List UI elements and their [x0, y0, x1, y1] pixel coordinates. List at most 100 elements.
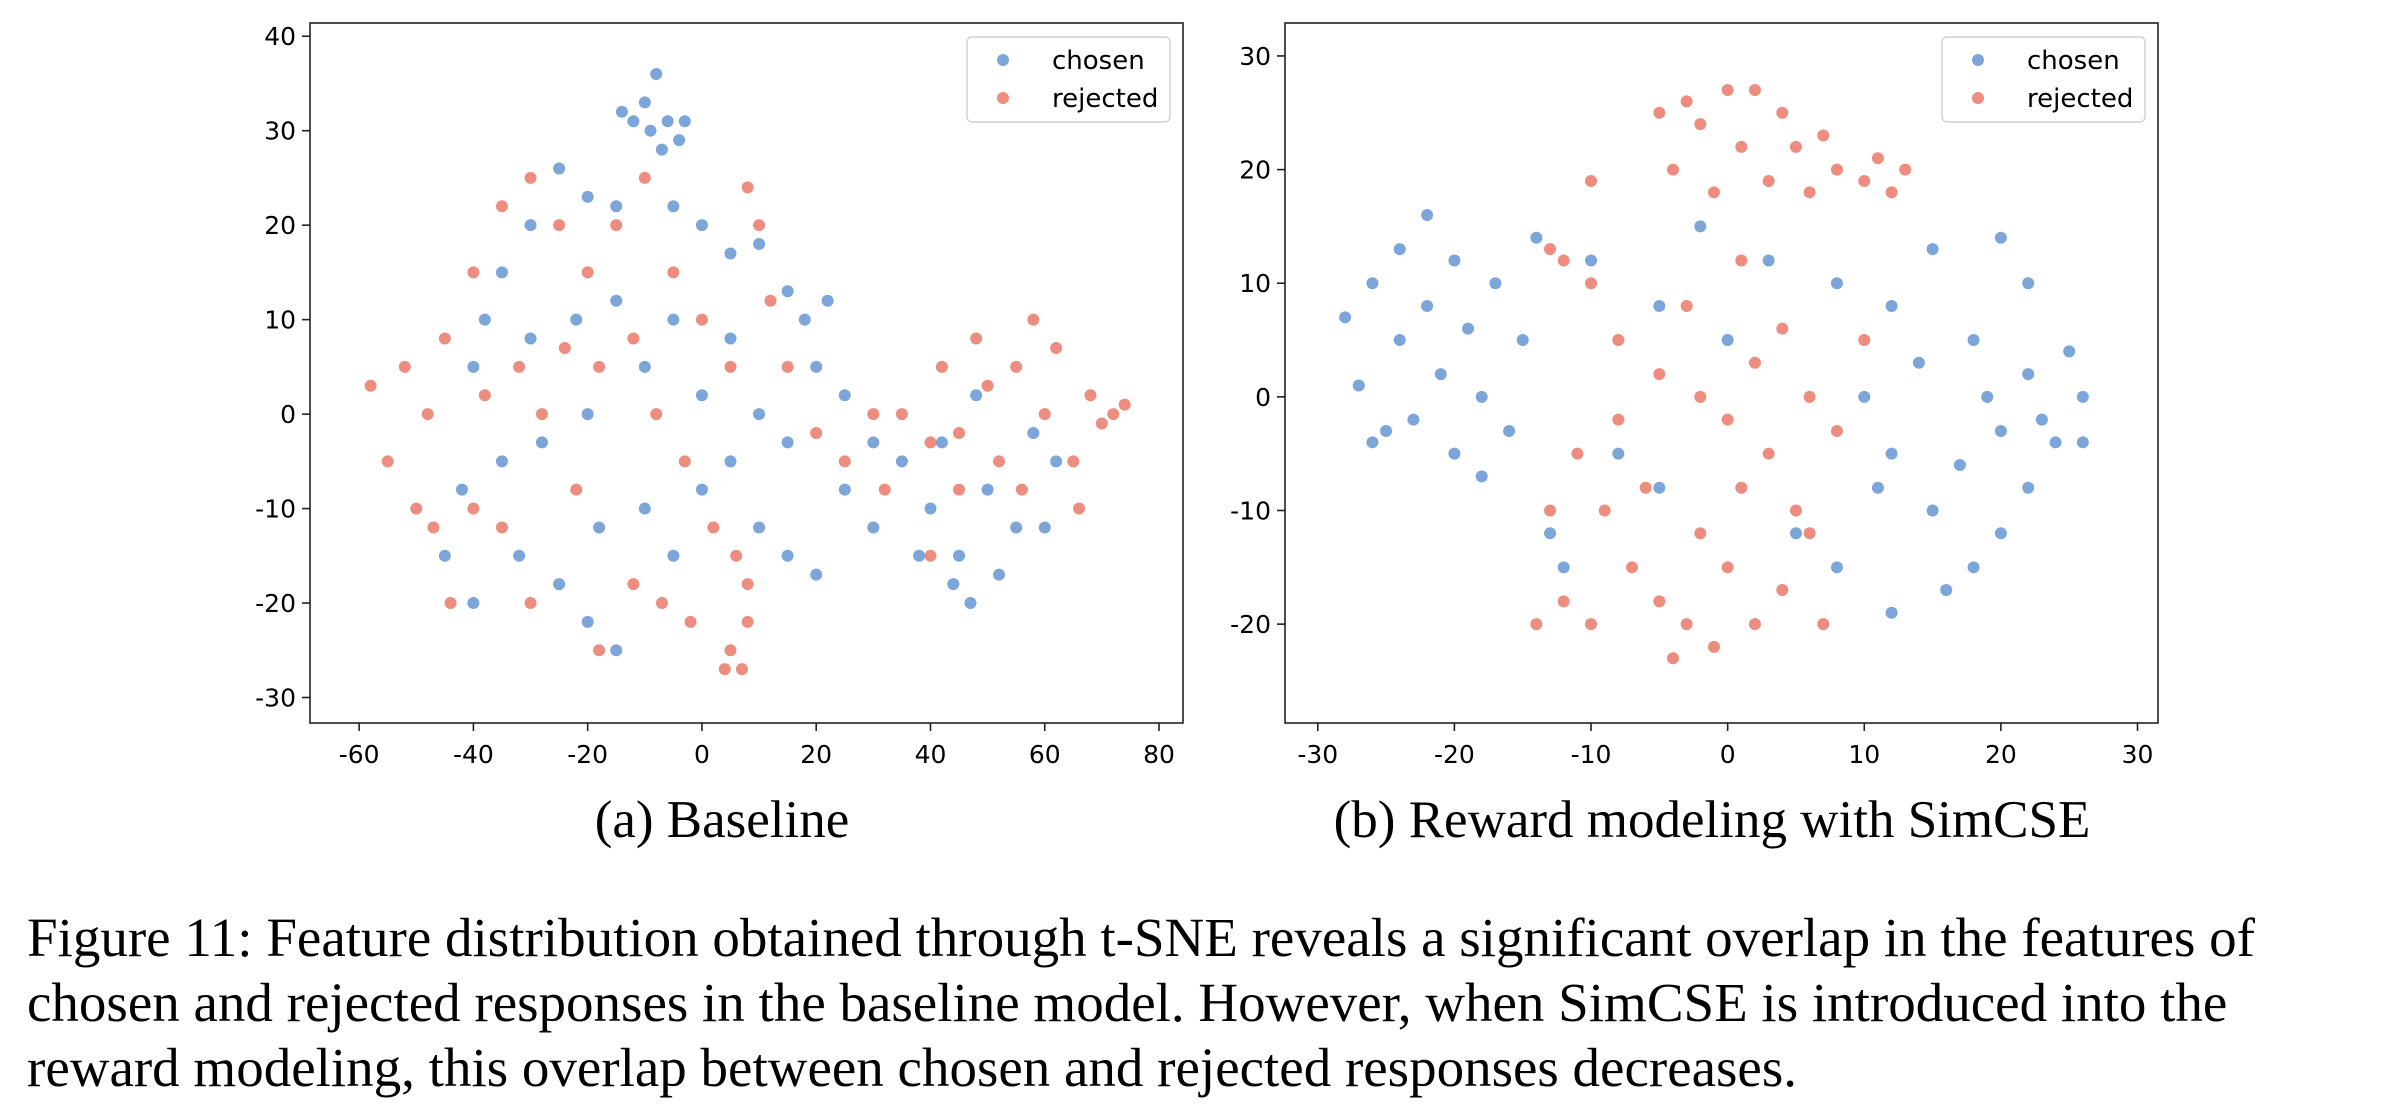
- x-tick-label: 20: [800, 740, 832, 769]
- data-point-rejected: [410, 502, 423, 515]
- subcaption-a: (a) Baseline: [594, 791, 850, 849]
- data-point-rejected: [495, 521, 508, 534]
- series-chosen: [438, 68, 1063, 657]
- data-point-chosen: [895, 455, 908, 468]
- data-point-chosen: [838, 483, 851, 496]
- data-point-chosen: [924, 502, 937, 515]
- data-point-chosen: [610, 294, 623, 307]
- y-tick-label: 20: [1239, 156, 1271, 185]
- data-point-rejected: [1789, 140, 1802, 153]
- data-point-rejected: [1858, 174, 1871, 187]
- data-point-rejected: [638, 171, 651, 184]
- x-tick-label: -60: [339, 740, 380, 769]
- data-point-rejected: [1585, 618, 1598, 631]
- x-tick-label: 30: [2122, 740, 2154, 769]
- data-point-rejected: [1721, 84, 1734, 97]
- data-point-rejected: [1038, 408, 1051, 421]
- data-point-chosen: [1489, 277, 1502, 290]
- data-point-chosen: [1050, 455, 1063, 468]
- data-point-rejected: [810, 426, 823, 439]
- data-point-rejected: [867, 408, 880, 421]
- data-point-chosen: [1981, 390, 1994, 403]
- data-point-rejected: [1680, 299, 1693, 312]
- data-point-chosen: [1475, 470, 1488, 483]
- data-point-chosen: [1366, 277, 1379, 290]
- data-point-rejected: [1735, 481, 1748, 494]
- data-point-chosen: [724, 332, 737, 345]
- data-point-chosen: [661, 115, 674, 128]
- data-point-rejected: [1680, 95, 1693, 108]
- data-point-rejected: [1858, 334, 1871, 347]
- data-point-rejected: [593, 644, 606, 657]
- data-point-chosen: [1926, 243, 1939, 256]
- data-point-rejected: [627, 332, 640, 345]
- data-point-chosen: [1653, 299, 1666, 312]
- data-point-chosen: [678, 115, 691, 128]
- data-point-rejected: [1762, 174, 1775, 187]
- data-point-chosen: [1421, 299, 1434, 312]
- data-point-chosen: [1393, 334, 1406, 347]
- data-point-rejected: [1067, 455, 1080, 468]
- data-point-chosen: [1994, 527, 2007, 540]
- data-point-rejected: [1027, 313, 1040, 326]
- data-point-rejected: [935, 360, 948, 373]
- x-tick-label: -30: [1297, 740, 1338, 769]
- data-point-rejected: [667, 266, 680, 279]
- data-point-chosen: [650, 68, 663, 81]
- data-point-chosen: [673, 134, 686, 147]
- data-point-chosen: [1858, 390, 1871, 403]
- data-point-chosen: [1967, 334, 1980, 347]
- y-tick-label: 10: [1239, 269, 1271, 298]
- data-point-rejected: [1598, 504, 1611, 517]
- data-point-chosen: [724, 455, 737, 468]
- data-point-chosen: [695, 219, 708, 232]
- data-point-rejected: [684, 615, 697, 628]
- legend-label-chosen: chosen: [2027, 46, 2120, 76]
- data-point-chosen: [581, 190, 594, 203]
- data-point-rejected: [753, 219, 766, 232]
- data-point-chosen: [1380, 424, 1393, 437]
- data-point-chosen: [638, 502, 651, 515]
- legend-label-rejected: rejected: [1052, 84, 1158, 114]
- x-tick-label: 80: [1143, 740, 1175, 769]
- x-tick-label: 10: [1848, 740, 1880, 769]
- data-point-chosen: [2049, 436, 2062, 449]
- data-point-chosen: [615, 105, 628, 118]
- data-point-chosen: [610, 200, 623, 213]
- data-point-chosen: [1940, 584, 1953, 597]
- x-tick-label: 40: [915, 740, 947, 769]
- data-point-rejected: [438, 332, 451, 345]
- data-point-chosen: [1475, 390, 1488, 403]
- data-point-chosen: [1721, 334, 1734, 347]
- data-point-chosen: [553, 162, 566, 175]
- data-point-rejected: [724, 644, 737, 657]
- legend-box: [966, 36, 1171, 123]
- data-point-chosen: [638, 96, 651, 109]
- data-point-chosen: [1393, 243, 1406, 256]
- data-point-chosen: [1871, 481, 1884, 494]
- y-tick-label: 0: [280, 400, 296, 429]
- legend-box: [1941, 36, 2146, 123]
- data-point-rejected: [764, 294, 777, 307]
- legend-marker-rejected: [1972, 92, 1984, 104]
- legend: chosen rejected: [966, 36, 1171, 123]
- data-point-rejected: [1107, 408, 1120, 421]
- data-point-rejected: [1010, 360, 1023, 373]
- axes-frame: [309, 22, 1184, 724]
- data-point-chosen: [593, 521, 606, 534]
- data-point-chosen: [935, 436, 948, 449]
- data-point-rejected: [444, 597, 457, 610]
- legend-marker-chosen: [997, 54, 1009, 66]
- data-point-chosen: [581, 408, 594, 421]
- data-point-chosen: [1557, 561, 1570, 574]
- y-tick-label: -10: [1230, 497, 1271, 526]
- data-point-chosen: [2035, 413, 2048, 426]
- data-point-chosen: [1516, 334, 1529, 347]
- x-tick-label: 0: [1720, 740, 1736, 769]
- data-point-rejected: [1015, 483, 1028, 496]
- data-point-chosen: [655, 143, 668, 156]
- data-point-rejected: [467, 266, 480, 279]
- data-point-rejected: [1748, 618, 1761, 631]
- data-point-chosen: [1010, 521, 1023, 534]
